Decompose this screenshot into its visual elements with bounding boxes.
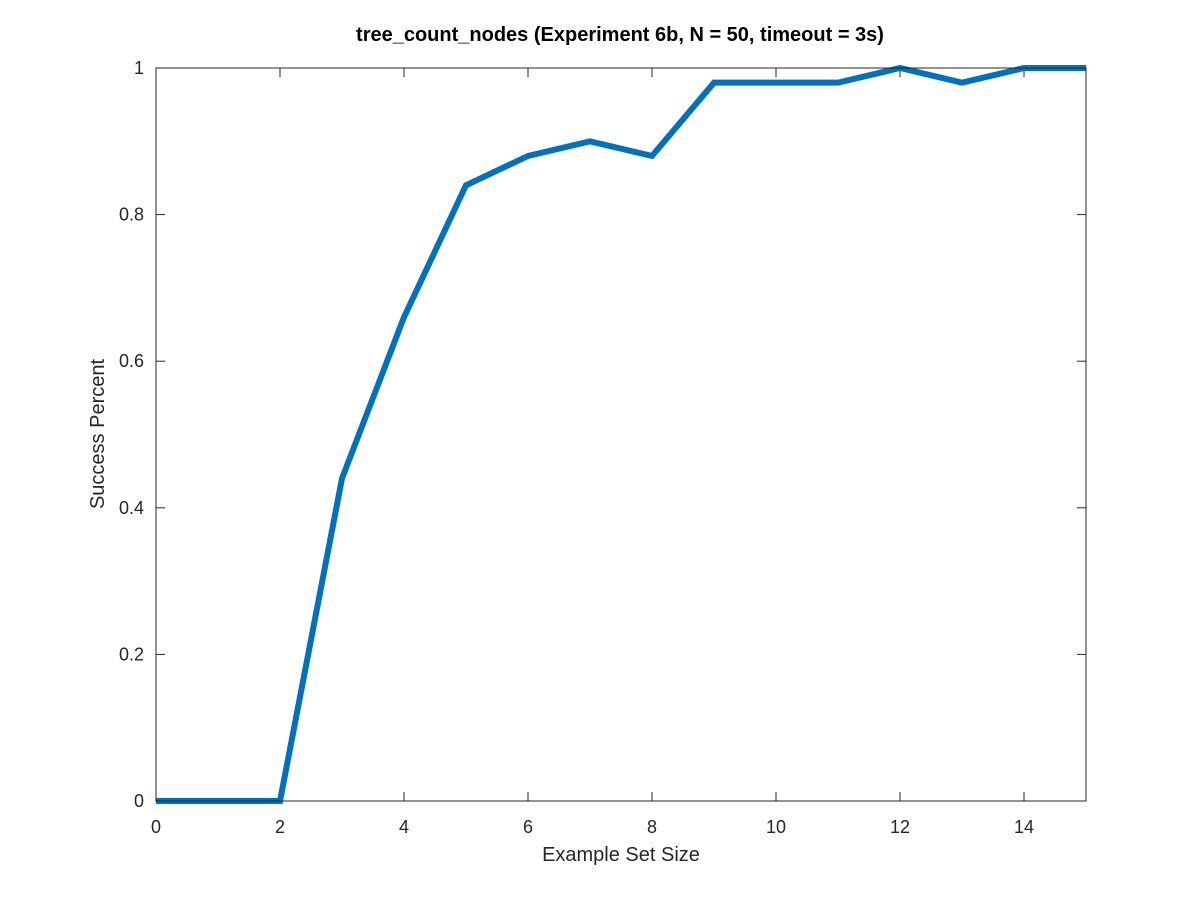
x-tick-label: 2 <box>275 817 285 837</box>
y-tick-label: 0.6 <box>119 351 144 371</box>
plot-frame <box>155 67 1087 802</box>
x-tick-label: 0 <box>151 817 161 837</box>
x-tick-label: 12 <box>890 817 910 837</box>
x-tick-label: 14 <box>1014 817 1034 837</box>
chart-title: tree_count_nodes (Experiment 6b, N = 50,… <box>356 24 884 46</box>
x-tick-label: 8 <box>647 817 657 837</box>
y-tick-labels: 0 0.2 0.4 0.6 0.8 1 <box>119 58 144 811</box>
x-tick-label: 10 <box>766 817 786 837</box>
series-line <box>156 64 1086 804</box>
y-tick-label: 0.4 <box>119 498 144 518</box>
y-tick-label: 1 <box>134 58 144 78</box>
x-axis-label: Example Set Size <box>542 844 700 866</box>
y-tick-label: 0.2 <box>119 644 144 664</box>
x-tick-label: 4 <box>399 817 409 837</box>
x-tick-label: 6 <box>523 817 533 837</box>
plot-area <box>156 68 1086 801</box>
x-tick-labels: 0 2 4 6 8 10 12 14 <box>151 817 1034 837</box>
y-tick-label: 0.8 <box>119 205 144 225</box>
y-tick-label: 0 <box>134 791 144 811</box>
y-axis-label: Success Percent <box>87 359 109 510</box>
